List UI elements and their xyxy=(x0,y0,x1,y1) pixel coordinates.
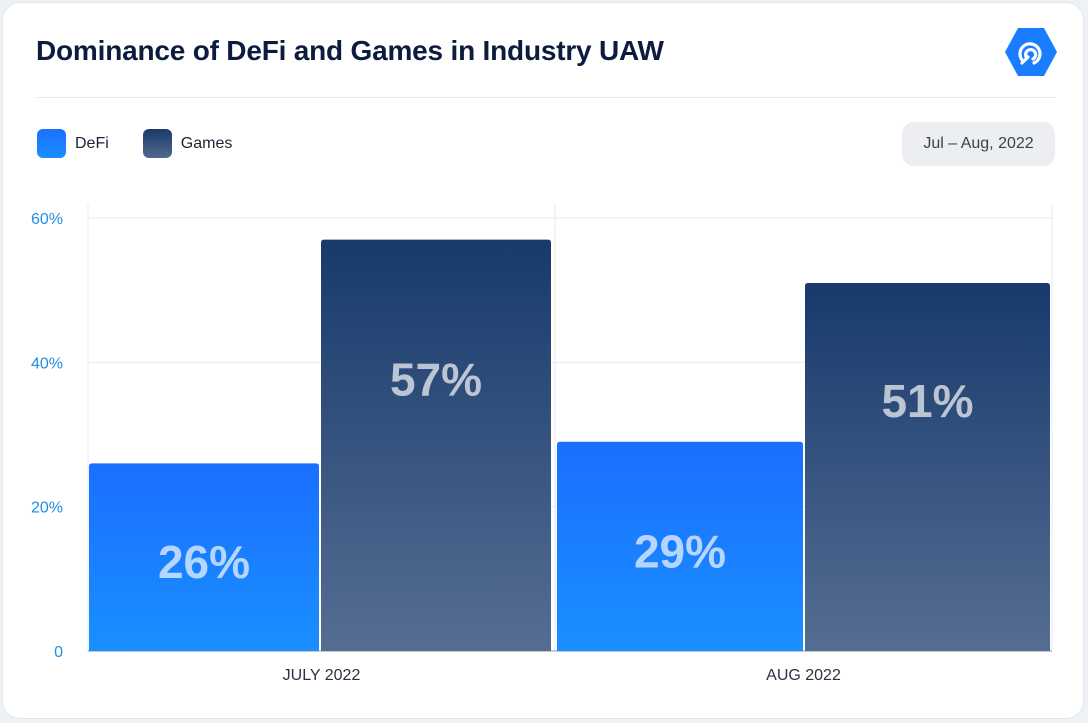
dappradar-icon[interactable] xyxy=(1004,27,1058,77)
y-tick-label: 0 xyxy=(54,644,63,661)
y-tick-label: 20% xyxy=(31,500,63,517)
legend: DeFi Games xyxy=(37,129,266,158)
bar-value-label: 51% xyxy=(881,375,973,427)
bar-value-label: 57% xyxy=(390,353,482,405)
legend-swatch-defi xyxy=(37,129,66,158)
legend-item-defi[interactable]: DeFi xyxy=(37,129,109,158)
bar-defi-2 xyxy=(557,441,803,651)
header-divider xyxy=(36,97,1056,98)
x-tick-label: JULY 2022 xyxy=(283,667,361,684)
legend-label-games: Games xyxy=(180,134,233,152)
bar-value-label: 26% xyxy=(158,536,250,588)
x-tick-label: AUG 2022 xyxy=(766,667,841,684)
bar-games-2 xyxy=(805,282,1050,651)
bar-games-1 xyxy=(321,239,551,651)
y-tick-label: 40% xyxy=(31,355,63,372)
legend-item-games[interactable]: Games xyxy=(142,129,233,158)
date-range-selector[interactable]: Jul – Aug, 2022 xyxy=(902,122,1055,166)
legend-swatch-games xyxy=(142,129,172,158)
y-tick-label: 60% xyxy=(31,211,63,228)
chart-title: Dominance of DeFi and Games in Industry … xyxy=(36,35,664,66)
legend-label-defi: DeFi xyxy=(75,134,109,152)
bar-value-label: 29% xyxy=(634,526,726,578)
bar-defi-1 xyxy=(89,463,319,651)
